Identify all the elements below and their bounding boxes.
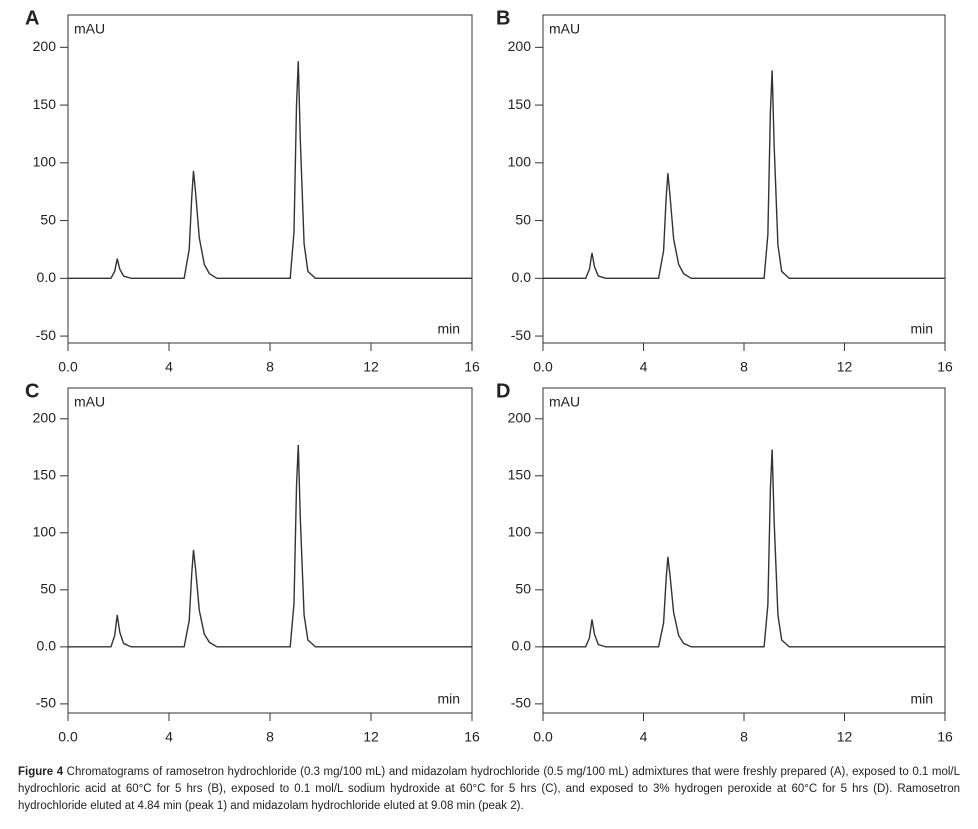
- chromatogram-line: [543, 70, 945, 280]
- y-tick-label: 200: [508, 38, 532, 54]
- x-axis-label: min: [910, 321, 933, 337]
- x-tick-label: 0.0: [533, 359, 553, 375]
- y-axis-label: mAU: [549, 394, 580, 410]
- y-tick-label: 0.0: [512, 638, 532, 654]
- panel-label: C: [25, 380, 39, 402]
- plot-frame: [542, 14, 946, 344]
- y-tick-label: 50: [515, 581, 531, 597]
- x-tick-label: 16: [464, 729, 480, 745]
- y-tick-label: 100: [508, 154, 532, 170]
- chromatogram-line: [543, 449, 945, 648]
- y-tick-label: -50: [36, 695, 56, 711]
- x-axis-label: min: [437, 321, 460, 337]
- y-tick-label: 200: [33, 409, 57, 425]
- x-tick-label: 4: [165, 359, 173, 375]
- x-tick-label: 16: [937, 359, 953, 375]
- panel-label: B: [496, 7, 510, 29]
- y-tick-label: 0.0: [37, 269, 57, 285]
- x-tick-label: 12: [363, 729, 379, 745]
- y-tick-label: 150: [33, 467, 57, 483]
- y-axis-label: mAU: [74, 21, 105, 37]
- x-tick-label: 4: [640, 359, 648, 375]
- x-tick-label: 12: [363, 359, 379, 375]
- y-tick-label: 200: [508, 409, 532, 425]
- panel-label: A: [25, 7, 39, 29]
- plot-frame: [67, 387, 473, 714]
- x-tick-label: 16: [464, 359, 480, 375]
- caption: Figure 4 Chromatograms of ramosetron hyd…: [18, 764, 960, 815]
- x-tick-label: 8: [266, 359, 274, 375]
- x-tick-label: 4: [640, 729, 648, 745]
- x-tick-label: 8: [266, 729, 274, 745]
- chromatogram-line: [68, 444, 472, 648]
- x-tick-label: 8: [740, 359, 748, 375]
- y-axis-label: mAU: [74, 394, 105, 410]
- caption-text: Chromatograms of ramosetron hydrochlorid…: [18, 766, 960, 812]
- y-tick-label: -50: [511, 695, 531, 711]
- x-tick-label: 4: [165, 729, 173, 745]
- y-tick-label: -50: [36, 327, 56, 343]
- x-axis-label: min: [437, 691, 460, 707]
- x-tick-label: 16: [937, 729, 953, 745]
- y-tick-label: 150: [508, 467, 532, 483]
- y-tick-label: -50: [511, 327, 531, 343]
- y-axis-label: mAU: [549, 21, 580, 37]
- chromatogram-line: [68, 61, 472, 280]
- y-tick-label: 200: [33, 38, 57, 54]
- x-tick-label: 12: [837, 359, 853, 375]
- x-tick-label: 12: [837, 729, 853, 745]
- y-tick-label: 0.0: [37, 638, 57, 654]
- y-tick-label: 50: [40, 581, 56, 597]
- y-tick-label: 50: [40, 211, 56, 227]
- y-tick-label: 100: [508, 524, 532, 540]
- plot-frame: [542, 387, 946, 714]
- y-tick-label: 100: [33, 524, 57, 540]
- y-tick-label: 150: [33, 96, 57, 112]
- y-tick-label: 100: [33, 154, 57, 170]
- plot-frame: [67, 14, 473, 344]
- panel-label: D: [496, 380, 510, 402]
- y-tick-label: 0.0: [512, 269, 532, 285]
- x-tick-label: 0.0: [58, 729, 78, 745]
- x-tick-label: 8: [740, 729, 748, 745]
- x-axis-label: min: [910, 691, 933, 707]
- caption-label: Figure 4: [18, 766, 64, 778]
- y-tick-label: 50: [515, 211, 531, 227]
- x-tick-label: 0.0: [533, 729, 553, 745]
- x-tick-label: 0.0: [58, 359, 78, 375]
- y-tick-label: 150: [508, 96, 532, 112]
